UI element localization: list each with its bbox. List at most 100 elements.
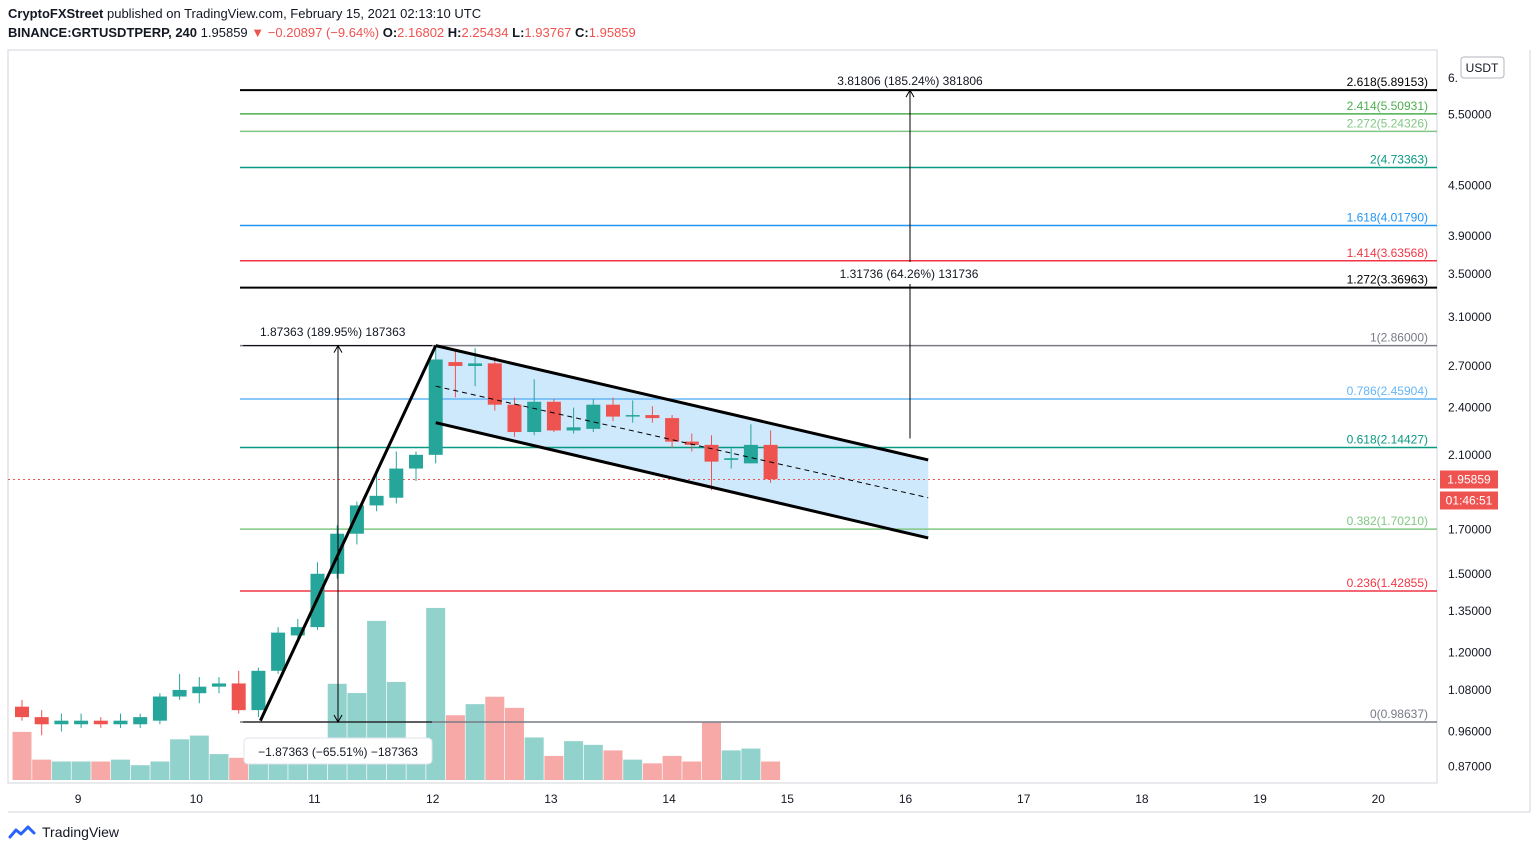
candle-body <box>172 689 187 697</box>
candle-body <box>409 454 423 469</box>
fib-level-label: 1(2.86000) <box>1370 331 1428 345</box>
volume-bar <box>702 722 721 780</box>
candle-body <box>192 686 207 694</box>
fib-level-label: 2.414(5.50931) <box>1347 99 1428 113</box>
candle-body <box>212 683 226 687</box>
volume-bar <box>71 761 91 780</box>
candle-body <box>487 363 502 405</box>
fib-level-label: 2.272(5.24326) <box>1347 116 1428 130</box>
volume-bar <box>741 748 761 780</box>
fib-level-label: 0.236(1.42855) <box>1347 576 1428 590</box>
currency-label: USDT <box>1466 61 1499 75</box>
candle-body <box>271 632 286 671</box>
volume-bar <box>91 761 111 780</box>
fib-level-label: 2.618(5.89153) <box>1347 75 1428 89</box>
candle-body <box>665 418 680 442</box>
tradingview-brand: TradingView <box>42 824 120 840</box>
fib-level-label: 1.414(3.63568) <box>1347 246 1428 260</box>
candle-body <box>93 720 108 725</box>
volume-bar <box>721 750 741 780</box>
flag-upper-trendline <box>435 344 929 462</box>
volume-bar <box>386 681 406 780</box>
candle-body <box>152 696 167 721</box>
flag-lower-trendline <box>435 421 929 540</box>
candle-body <box>290 627 305 636</box>
volume-bar <box>347 693 367 780</box>
price-axis-tick: 0.87000 <box>1448 759 1492 773</box>
volume-bar <box>130 765 150 780</box>
time-axis-tick: 20 <box>1372 792 1386 806</box>
price-axis-tick: 2.10000 <box>1448 448 1492 462</box>
countdown-label: 01:46:51 <box>1446 493 1493 507</box>
volume-bar <box>682 761 702 780</box>
volume-bar <box>564 741 584 780</box>
fib-level-label: 1.618(4.01790) <box>1347 210 1428 224</box>
candle-body <box>389 468 404 498</box>
volume-bar <box>51 761 71 780</box>
candle-body <box>468 363 483 366</box>
candle-body <box>724 458 739 460</box>
candle-body <box>606 404 620 417</box>
price-axis-tick: 1.08000 <box>1448 683 1492 697</box>
candle-body <box>704 444 719 462</box>
price-axis-tick: 1.20000 <box>1448 646 1492 660</box>
symbol-label[interactable]: BINANCE:GRTUSDTPERP, 240 <box>8 25 198 40</box>
volume-bar <box>445 715 465 780</box>
candle-body <box>74 720 89 725</box>
fib-level-label: 0.618(2.14427) <box>1347 432 1428 446</box>
target-measure-label: 3.81806 (185.24%) 381806 <box>837 74 983 88</box>
volume-bar <box>544 755 564 780</box>
low-label: L: <box>512 25 525 40</box>
time-axis-tick: 10 <box>190 792 204 806</box>
volume-bar <box>170 739 190 780</box>
high-label: H: <box>447 25 462 40</box>
last-price: 1.95859 <box>200 25 248 40</box>
tradingview-logo: TradingView <box>8 824 119 840</box>
volume-bar <box>505 707 524 780</box>
time-axis-tick: 9 <box>75 792 82 806</box>
price-axis-tick: 6. <box>1448 71 1458 85</box>
pole-down-label-bg <box>243 737 433 765</box>
time-axis-tick: 18 <box>1135 792 1149 806</box>
volume-bar <box>465 704 485 780</box>
volume-bar <box>111 759 130 780</box>
candle-body <box>251 670 266 711</box>
tradingview-cloud-icon <box>8 825 36 839</box>
fib-level-label: 1.272(3.36963) <box>1347 273 1428 287</box>
price-axis-tick: 3.90000 <box>1448 229 1492 243</box>
publisher-name: CryptoFXStreet <box>8 6 104 21</box>
volume-bar <box>150 761 170 780</box>
candle-body <box>546 401 561 431</box>
low-value: 1.93767 <box>524 25 572 40</box>
time-axis-tick: 12 <box>426 792 440 806</box>
volume-bar <box>603 750 623 780</box>
price-axis-tick: 5.50000 <box>1448 107 1492 121</box>
candle-body <box>684 441 699 445</box>
close-value: 1.95859 <box>588 25 636 40</box>
time-axis-tick: 13 <box>544 792 558 806</box>
price-axis-tick: 2.70000 <box>1448 359 1492 373</box>
time-axis-tick: 15 <box>781 792 795 806</box>
candle-body <box>113 720 128 725</box>
close-label: C: <box>575 25 589 40</box>
price-axis-tick: 4.50000 <box>1448 178 1492 192</box>
time-axis-tick: 19 <box>1253 792 1267 806</box>
publish-info: CryptoFXStreet published on TradingView.… <box>8 6 481 21</box>
candle-body <box>428 359 443 455</box>
price-axis-tick: 1.35000 <box>1448 604 1492 618</box>
candle-body <box>527 401 542 433</box>
breakout-measure-label: 1.31736 (64.26%) 131736 <box>840 267 979 281</box>
candle-body <box>448 362 463 366</box>
time-axis-tick: 16 <box>899 792 913 806</box>
price-change: −0.20897 (−9.64%) <box>267 25 380 40</box>
candle-body <box>15 706 29 718</box>
fib-level-label: 2(4.73363) <box>1370 153 1428 167</box>
published-text: published on TradingView.com, February 1… <box>106 6 482 21</box>
fib-level-label: 0.786(2.45904) <box>1347 384 1428 398</box>
volume-bar <box>32 759 52 780</box>
candle-body <box>349 505 364 534</box>
price-axis-tick: 1.50000 <box>1448 567 1492 581</box>
candle-body <box>645 415 660 419</box>
pole-down-arrow-head <box>333 714 343 723</box>
